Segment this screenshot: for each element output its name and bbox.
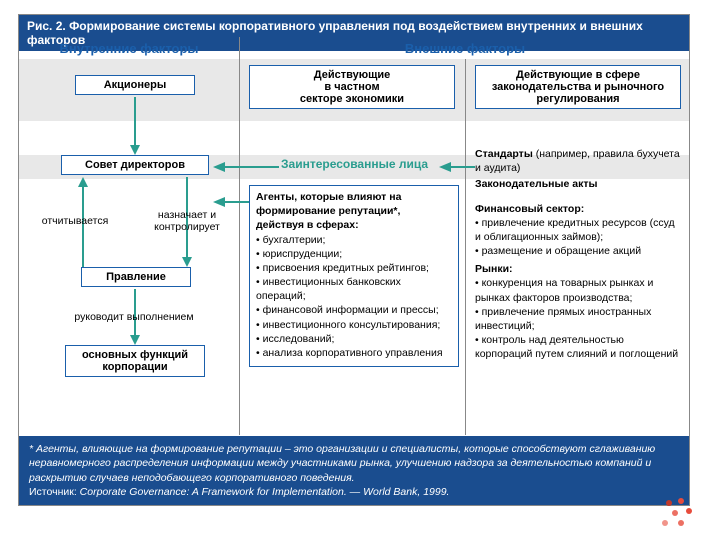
external-factors-title: Внешние факторы bbox=[239, 37, 691, 60]
footnote-source: Corporate Governance: A Framework for Im… bbox=[80, 486, 450, 498]
reg-fin-bullets: • привлечение кредитных ресурсов (ссуд и… bbox=[475, 216, 683, 259]
external-sub-private: Действующие в частном секторе экономики bbox=[249, 65, 455, 109]
arrow-agents-left bbox=[213, 193, 249, 211]
bullet-item: • инвестиционного консультирования; bbox=[256, 318, 452, 332]
sep-1 bbox=[239, 37, 240, 435]
arrow-reg-to-private bbox=[439, 155, 475, 179]
reg-fin-head: Финансовый сектор: bbox=[475, 202, 683, 216]
bullet-item: • исследований; bbox=[256, 332, 452, 346]
private-bullets: • бухгалтерии;• юриспруденции;• присвоен… bbox=[256, 233, 452, 361]
decor-dots bbox=[648, 498, 704, 532]
bullet-item: • размещение и обращение акций bbox=[475, 244, 683, 258]
reg-acts: Законодательные акты bbox=[475, 177, 683, 191]
bullet-item: • юриспруденции; bbox=[256, 247, 452, 261]
private-sector-block: Агенты, которые влияют на формирование р… bbox=[249, 185, 459, 367]
bullet-item: • анализа корпоративного управления bbox=[256, 346, 452, 360]
reg-mkt-bullets: • конкуренция на товарных рынках и рынка… bbox=[475, 276, 683, 361]
reg-mkt-head: Рынки: bbox=[475, 262, 683, 276]
reg-standards: Стандарты (например, правила бухучета и … bbox=[475, 147, 683, 175]
bullet-item: • привлечение прямых иностранных инвести… bbox=[475, 305, 683, 333]
bullet-item: • присвоения кредитных рейтингов; bbox=[256, 261, 452, 275]
sep-2 bbox=[465, 59, 466, 435]
bullet-item: • инвестиционных банковских операций; bbox=[256, 275, 452, 303]
footnote-source-label: Источник: bbox=[29, 486, 77, 498]
node-management: Правление bbox=[81, 267, 191, 287]
external-sub-regulation: Действующие в сфере законодательства и р… bbox=[475, 65, 681, 109]
bullet-item: • контроль над деятельностью корпораций … bbox=[475, 333, 683, 361]
stakeholders-label: Заинтересованные лица bbox=[281, 157, 428, 171]
bullet-item: • привлечение кредитных ресурсов (ссуд и… bbox=[475, 216, 683, 244]
node-board: Совет директоров bbox=[61, 155, 209, 175]
figure-frame: Рис. 2. Формирование системы корпоративн… bbox=[18, 14, 690, 506]
label-appoints: назначает и контролирует bbox=[141, 209, 233, 233]
bullet-item: • конкуренция на товарных рынках и рынка… bbox=[475, 276, 683, 304]
arrow-stakeholders bbox=[213, 155, 279, 179]
label-manages: руководит выполнением bbox=[39, 311, 229, 323]
node-functions: основных функций корпорации bbox=[65, 345, 205, 377]
node-shareholders: Акционеры bbox=[75, 75, 195, 95]
footnote-bar: * Агенты, влияющие на формирование репут… bbox=[19, 436, 689, 505]
internal-factors-title: Внутренние факторы bbox=[19, 37, 239, 60]
bullet-item: • бухгалтерии; bbox=[256, 233, 452, 247]
bullet-item: • финансовой информации и прессы; bbox=[256, 303, 452, 317]
regulation-block: Стандарты (например, правила бухучета и … bbox=[475, 147, 683, 361]
private-heading: Агенты, которые влияют на формирование р… bbox=[256, 190, 452, 233]
arrow-shareholders-board bbox=[129, 97, 141, 155]
label-reports: отчитывается bbox=[31, 215, 119, 227]
footnote-text: * Агенты, влияющие на формирование репут… bbox=[29, 443, 655, 483]
